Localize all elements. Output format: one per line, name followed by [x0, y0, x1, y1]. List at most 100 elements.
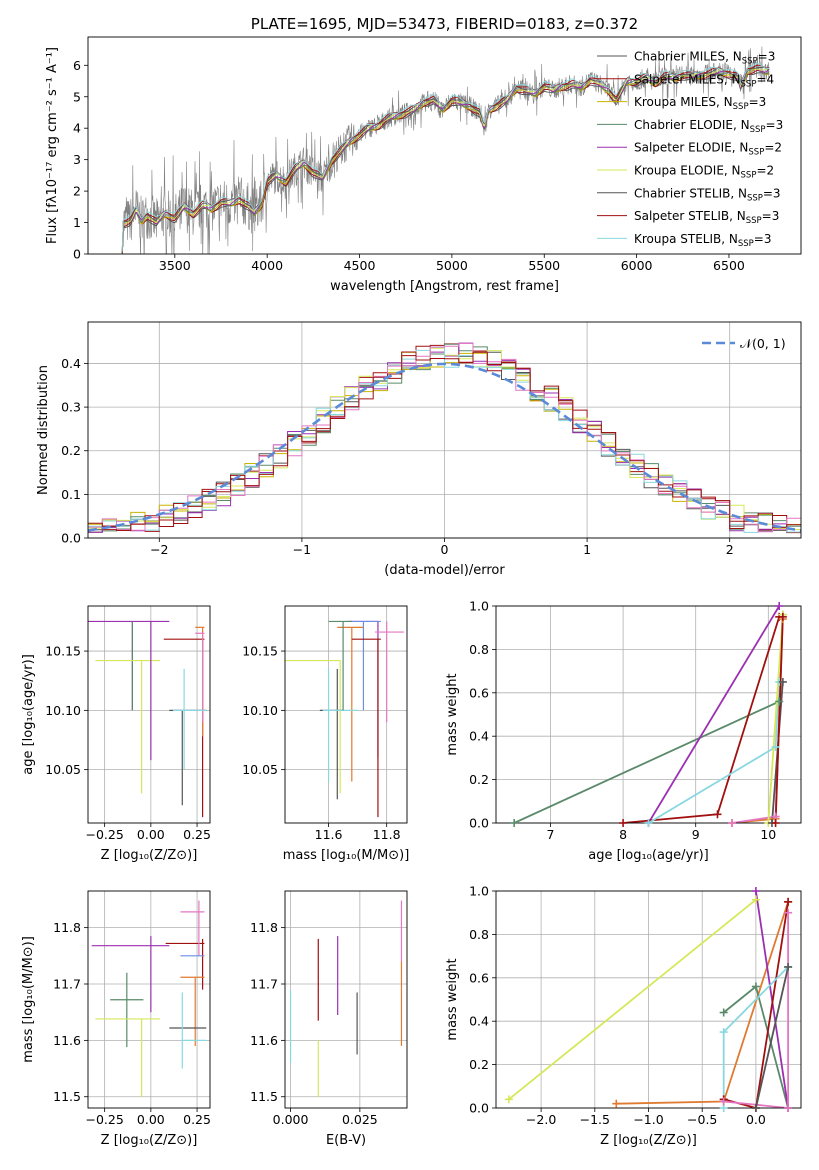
y-tick-label: 0.8: [469, 927, 489, 942]
y-axis-label: mass weight: [445, 673, 460, 755]
legend-subscript: SSP: [746, 216, 762, 226]
legend-entry: Chabrier MILES, NSSP=3: [634, 50, 775, 67]
plot-area: [91, 900, 207, 1097]
y-tick-label: 3: [73, 152, 81, 167]
x-tick-label: 7: [546, 827, 554, 842]
axes-frame: [87, 321, 802, 539]
legend-subscript: SSP: [741, 171, 757, 181]
weight-marker: [751, 887, 760, 895]
error-bar-point: [337, 626, 364, 782]
x-tick-label: 0.025: [342, 1112, 378, 1127]
legend-entry: Salpeter ELODIE, NSSP=2: [634, 141, 782, 158]
x-axis-label: (data-model)/error: [384, 563, 505, 578]
x-tick-label: 0.000: [273, 1112, 309, 1127]
y-tick-label: 0.6: [469, 685, 489, 700]
legend-subscript: SSP: [733, 102, 749, 112]
plot-area: [88, 342, 801, 534]
x-axis-label: mass [log₁₀(M/M⊙)]: [283, 848, 410, 863]
weight-marker: [778, 612, 787, 621]
y-tick-label: 10.15: [242, 644, 278, 659]
weight-marker: [778, 677, 787, 686]
x-tick-label: 11.6: [315, 827, 343, 842]
panel-weight_vs_age: 7 8 9 10 0.0 0.2 0.4 0.6 0.8 1.0 age [log₁₀(age/yr…: [445, 599, 802, 863]
y-tick-label: 0.1: [61, 487, 81, 502]
weight-marker: [784, 897, 793, 906]
legend-value: =3: [754, 232, 772, 246]
x-tick-label: 9: [692, 827, 700, 842]
weight-marker: [644, 819, 653, 827]
weight-line: [767, 614, 784, 823]
legend-value: =3: [758, 50, 776, 64]
panel-spectrum: 3500 4000 4500 5000 5500 6000 6500 0 1 2 3 4 5 6 wavel…: [45, 15, 802, 294]
x-tick-label: 11.8: [373, 827, 401, 842]
error-bar-point: [165, 938, 205, 990]
histogram-step: [88, 346, 801, 533]
weight-marker: [719, 1028, 728, 1037]
plot-area: [289, 900, 403, 1097]
legend-entry: Kroupa STELIB, NSSP=3: [634, 232, 772, 249]
x-axis-label: Z [log₁₀(Z/Z⊙)]: [600, 1133, 697, 1148]
legend-value: =2: [756, 164, 774, 178]
y-tick-label: 5: [73, 89, 81, 104]
y-tick-label: 0.0: [469, 1101, 489, 1116]
y-tick-label: 0.4: [61, 356, 81, 371]
panel-residuals: −2 −1 0 1 2 0.0 0.1 0.2 0.3 0.4 (data-model)/error…: [36, 321, 802, 578]
legend-value: =3: [763, 186, 781, 200]
plot-area: [121, 46, 770, 254]
weight-marker: [771, 743, 780, 752]
x-tick-label: 0.25: [183, 827, 211, 842]
weight-marker: [784, 908, 793, 917]
error-bar-point: [95, 659, 161, 794]
x-axis-label: age [log₁₀(age/yr)]: [588, 848, 709, 863]
x-tick-label: 10: [760, 827, 776, 842]
x-axis-label: E(B-V): [326, 1133, 366, 1148]
x-tick-label: −2.0: [526, 1112, 556, 1127]
error-bar-point: [181, 992, 207, 1069]
legend-value: =3: [749, 95, 767, 109]
y-tick-label: 0.8: [469, 642, 489, 657]
y-tick-label: 0.3: [61, 400, 81, 415]
x-tick-label: 0.0: [746, 1112, 766, 1127]
legend-subscript: SSP: [747, 193, 763, 203]
y-tick-label: 0.0: [61, 531, 81, 546]
histogram-step: [88, 351, 801, 531]
x-tick-label: 5500: [528, 258, 560, 273]
y-tick-label: 1: [73, 215, 81, 230]
y-axis-label: Flux [fλ10⁻¹⁷ erg cm⁻² s⁻¹ A⁻¹]: [45, 47, 60, 244]
y-tick-label: 11.8: [53, 920, 81, 935]
legend: Chabrier MILES, NSSP=3 Salpeter MILES, NS…: [597, 50, 783, 249]
x-tick-label: 8: [619, 827, 627, 842]
y-tick-label: 0.2: [469, 772, 489, 787]
error-bar-point: [195, 632, 205, 723]
error-bar-point: [375, 621, 405, 723]
y-tick-label: 11.7: [53, 977, 81, 992]
model-line: [121, 62, 770, 252]
plot-area: [285, 620, 405, 818]
panel-mass_vs_ebv: 0.000 0.025 11.5 11.6 11.7 11.8 E(B-V): [250, 890, 408, 1148]
weight-marker: [713, 810, 722, 819]
y-axis-label: Normed distribution: [36, 365, 51, 495]
y-tick-label: 0.4: [469, 1014, 489, 1029]
legend-subscript: SSP: [738, 239, 754, 249]
legend-entry: Kroupa ELODIE, NSSP=2: [634, 164, 774, 181]
axes-frame: [87, 890, 211, 1109]
error-bar-point: [322, 668, 358, 782]
y-tick-label: 0.0: [469, 816, 489, 831]
weight-marker: [619, 819, 628, 827]
panels: 3500 4000 4500 5000 5500 6000 6500 0 1 2 3 4 5 6 wavel…: [21, 15, 802, 1148]
y-tick-label: 10.10: [45, 703, 81, 718]
error-bar-point: [351, 638, 381, 818]
x-tick-label: 6500: [713, 258, 745, 273]
y-tick-label: 0.2: [469, 1057, 489, 1072]
model-line: [121, 70, 770, 254]
x-tick-label: −0.5: [687, 1112, 717, 1127]
legend-entry: 𝒩(0, 1): [740, 336, 786, 351]
legend-subscript: SSP: [748, 148, 764, 158]
histogram-step: [88, 343, 801, 533]
legend-value: =3: [762, 209, 780, 223]
legend-value: =3: [766, 118, 784, 132]
y-tick-label: 11.6: [250, 1033, 278, 1048]
weight-marker: [751, 895, 760, 904]
error-bar-point: [95, 1018, 161, 1097]
y-tick-label: 2: [73, 184, 81, 199]
